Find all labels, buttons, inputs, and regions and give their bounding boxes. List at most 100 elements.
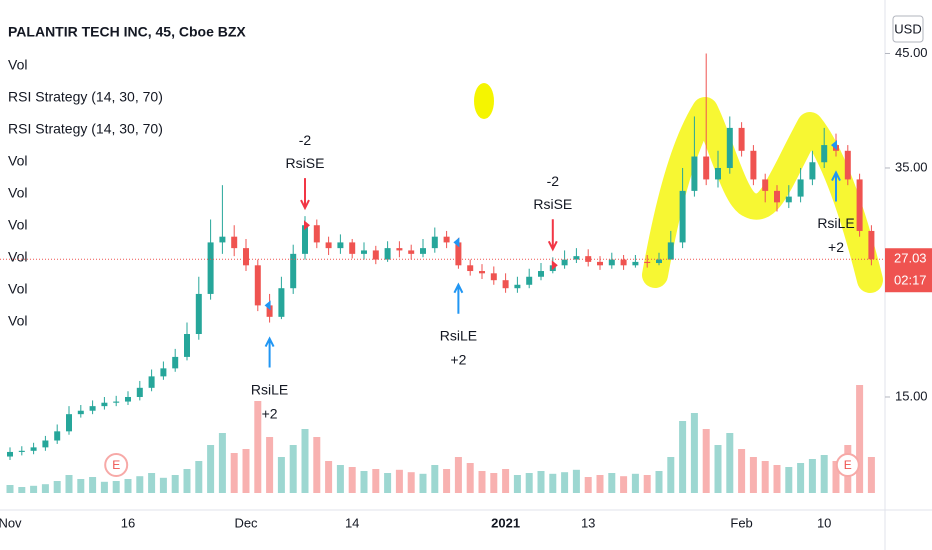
volume-bar: [820, 455, 828, 493]
indicator-label: Vol: [8, 281, 27, 297]
candle-body: [136, 387, 143, 397]
candle-body: [502, 280, 509, 289]
candle-body: [302, 225, 308, 254]
candle-body: [172, 356, 179, 369]
volume-bar: [384, 473, 392, 493]
signal-arrow: [300, 178, 310, 211]
candle-body: [844, 150, 851, 180]
earnings-label: E: [112, 458, 120, 472]
candle-body: [762, 179, 769, 191]
volume-bar: [596, 475, 604, 493]
volume-bar: [242, 449, 250, 493]
volume-bar: [643, 475, 651, 493]
countdown: 02:17: [894, 273, 927, 288]
volume-bar: [53, 481, 61, 493]
candle-body: [656, 259, 662, 264]
candle-body: [420, 248, 426, 254]
volume-bar: [797, 463, 805, 493]
candle-body: [597, 261, 603, 266]
volume-bar: [702, 429, 710, 493]
signal-label: RsiLE: [440, 327, 477, 343]
volume-bar: [773, 465, 781, 493]
signal-flag: [304, 220, 310, 231]
chart-title: PALANTIR TECH INC, 45, Cboe BZX: [8, 24, 246, 40]
volume-bar: [572, 469, 580, 493]
candle-body: [290, 253, 297, 289]
indicator-label: RSI Strategy (14, 30, 70): [8, 89, 163, 105]
volume-bar: [159, 477, 167, 493]
volume-bar: [690, 413, 698, 493]
candle-body: [490, 273, 497, 281]
candle-body: [785, 196, 792, 203]
currency-box[interactable]: [892, 15, 924, 43]
volume-bar: [18, 487, 26, 493]
volume-bar: [749, 457, 757, 493]
volume-bar: [348, 467, 356, 493]
candle-body: [30, 447, 37, 451]
volume-bar: [207, 445, 215, 493]
last-price-box: [885, 248, 932, 293]
indicator-label: RSI Strategy (14, 30, 70): [8, 121, 163, 137]
volume-bar: [502, 469, 510, 493]
volume-bar: [584, 477, 592, 493]
volume-bar: [77, 479, 85, 493]
volume-bar: [124, 479, 132, 493]
volume-bar: [808, 459, 816, 493]
volume-bar: [407, 472, 415, 493]
candle-body: [538, 271, 544, 277]
y-tick-label: 15.00: [895, 388, 928, 403]
candle-body: [479, 271, 485, 274]
earnings-marker: [835, 453, 860, 477]
volume-bar: [537, 471, 545, 493]
volume-bar: [620, 476, 628, 493]
candle-body: [632, 261, 639, 266]
candle-body: [561, 259, 568, 266]
candle-body: [703, 156, 710, 180]
volume-bar: [148, 473, 156, 493]
volume-bar: [655, 471, 663, 493]
earnings-marker: [104, 453, 129, 477]
volume-bar: [513, 475, 521, 493]
volume-bar: [360, 471, 368, 493]
indicator-label: Vol: [8, 185, 27, 201]
candle-body: [219, 236, 226, 243]
candle-body: [431, 236, 438, 249]
volume-bar: [395, 469, 403, 493]
x-tick-label: 2021: [491, 515, 520, 530]
volume-bar: [832, 461, 840, 493]
currency: USD: [894, 21, 921, 36]
volume-bar: [714, 445, 722, 493]
candle-body: [443, 236, 450, 243]
last-price-label: 27.03: [894, 251, 927, 266]
volume-bar: [419, 473, 427, 493]
candle-body: [7, 451, 13, 457]
candle-body: [644, 261, 651, 264]
indicator-label: Vol: [8, 249, 27, 265]
indicator-label: Vol: [8, 217, 27, 233]
signal-label: RsiSE: [286, 155, 325, 171]
volume-bar: [30, 485, 38, 493]
candle-body: [231, 236, 238, 249]
signal-label: RsiLE: [251, 381, 288, 397]
volume-bar: [466, 463, 474, 493]
candle-body: [77, 410, 84, 415]
volume-bar: [277, 457, 285, 493]
volume-bar: [266, 437, 274, 493]
candle-body: [809, 162, 816, 180]
signal-flag: [551, 260, 558, 271]
signal-arrow: [264, 336, 275, 368]
candle-body: [467, 265, 474, 272]
volume-bar: [867, 457, 875, 493]
candle-body: [66, 414, 72, 432]
candle-body: [667, 242, 674, 260]
volume-bar: [313, 437, 321, 493]
candle-body: [243, 248, 249, 266]
volume-bar: [171, 475, 179, 493]
signal-qty: +2: [450, 351, 466, 367]
candle-body: [738, 127, 745, 151]
candle-body: [266, 305, 273, 317]
volume-bar: [89, 477, 97, 493]
indicator-label: Vol: [8, 313, 27, 329]
candle-body: [384, 248, 391, 260]
